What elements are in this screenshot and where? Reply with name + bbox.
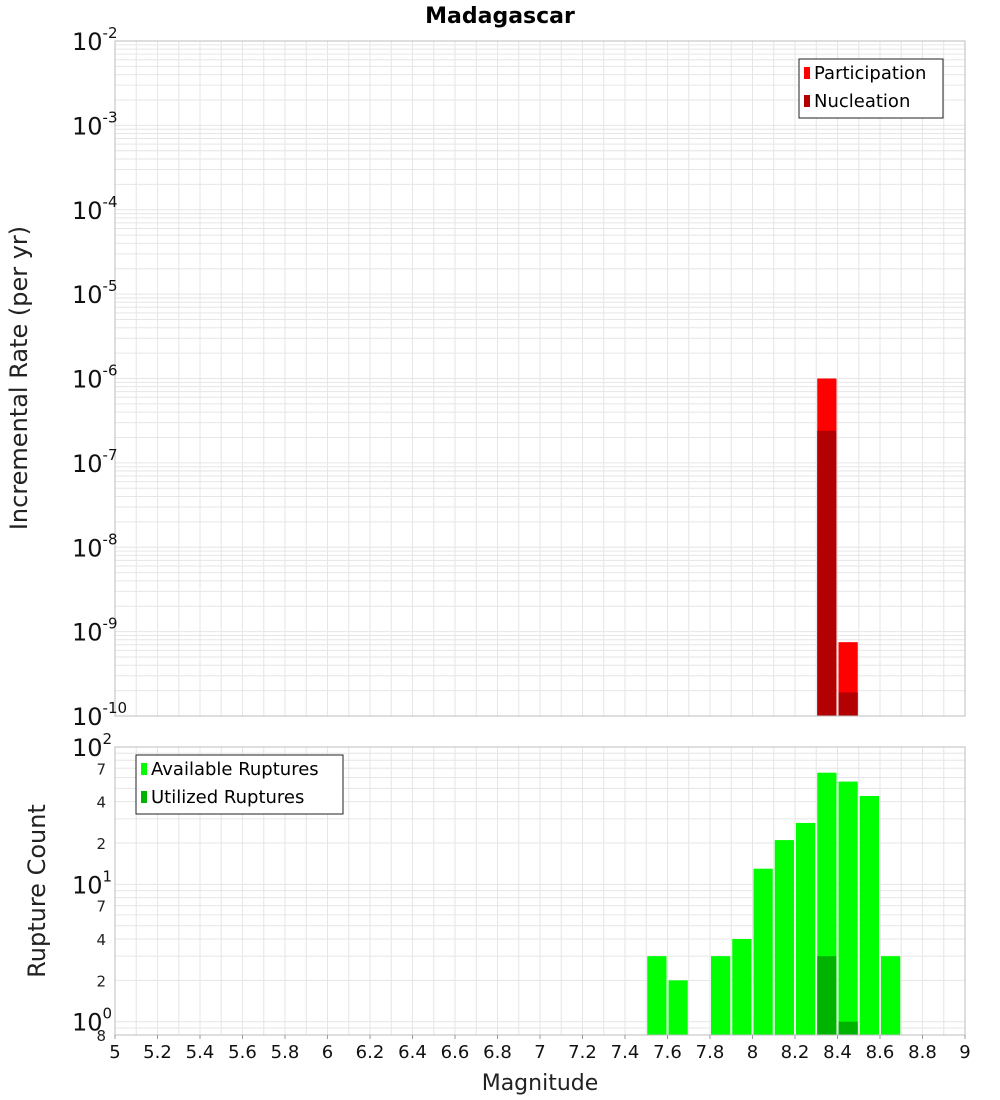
x-tick-label: 7.8 — [696, 1042, 725, 1063]
y-tick-label: 10-8 — [72, 530, 118, 562]
bar-available-ruptures — [796, 822, 816, 1035]
y-tick-label: 10-7 — [72, 446, 118, 478]
bar-available-ruptures — [774, 840, 794, 1035]
magnitude-x-ticks: 5 5.2 5.4 5.6 5.8 6 6.2 6.4 6.6 6.8 7 7.2 7.4 7.6 7.8 8… — [109, 1035, 971, 1063]
y-minor-tick-label: 2 — [96, 835, 106, 853]
bar-nucleation — [817, 430, 837, 716]
y-tick-label: 100 — [72, 1005, 112, 1037]
y-tick-label: 10-5 — [72, 277, 118, 309]
legend-label: Nucleation — [814, 91, 910, 112]
y-minor-tick-label: 7 — [96, 898, 106, 916]
count-y-ticks: 102 101 100 7 4 2 7 4 2 8 — [72, 730, 112, 1045]
bar-available-ruptures — [711, 956, 731, 1035]
y-tick-label: 102 — [72, 730, 112, 762]
bar-nucleation — [838, 692, 858, 716]
legend-label: Utilized Ruptures — [151, 787, 304, 808]
rate-panel: 10-2 10-3 10-4 10-5 10-6 10-7 10-8 10-9 10-10 In… — [5, 24, 966, 731]
y-tick-label: 10-3 — [72, 108, 118, 140]
x-tick-label: 6.2 — [356, 1042, 385, 1063]
legend-box — [135, 754, 344, 815]
x-tick-label: 6.6 — [441, 1042, 470, 1063]
x-tick-label: 5.8 — [271, 1042, 300, 1063]
count-panel: 102 101 100 7 4 2 7 4 2 8 5 5.2 5.4 5.6 5.8 6 6.2 6.4 6.6… — [23, 730, 971, 1096]
bar-available-ruptures — [732, 939, 752, 1035]
y-minor-tick-label: 8 — [96, 1027, 106, 1045]
count-y-axis-label: Rupture Count — [23, 804, 51, 978]
x-tick-label: 5.6 — [228, 1042, 257, 1063]
legend-box — [798, 58, 944, 119]
x-axis-label: Magnitude — [482, 1071, 599, 1096]
x-tick-label: 5 — [109, 1042, 120, 1063]
x-tick-label: 7.4 — [611, 1042, 640, 1063]
bar-available-ruptures — [838, 781, 858, 1035]
x-tick-label: 7.2 — [568, 1042, 597, 1063]
chart-title: Madagascar — [425, 4, 575, 29]
rate-bars — [817, 378, 858, 716]
x-tick-label: 8.4 — [823, 1042, 852, 1063]
bar-available-ruptures — [753, 868, 773, 1035]
y-minor-tick-label: 2 — [96, 972, 106, 990]
legend-label: Participation — [814, 63, 926, 84]
x-tick-label: 5.2 — [143, 1042, 172, 1063]
y-minor-tick-label: 4 — [96, 794, 106, 812]
count-bars — [647, 772, 901, 1035]
y-tick-label: 10-6 — [72, 362, 118, 394]
bar-available-ruptures — [881, 956, 901, 1035]
legend-swatch — [804, 95, 810, 107]
count-legend: Available Ruptures Utilized Ruptures — [135, 754, 344, 815]
x-tick-label: 8.8 — [908, 1042, 937, 1063]
x-tick-label: 8.6 — [866, 1042, 895, 1063]
legend-label: Available Ruptures — [151, 759, 319, 780]
x-tick-label: 5.4 — [186, 1042, 215, 1063]
x-tick-label: 8 — [747, 1042, 758, 1063]
bar-available-ruptures — [859, 795, 879, 1035]
x-tick-label: 7.6 — [653, 1042, 682, 1063]
x-tick-label: 8.2 — [781, 1042, 810, 1063]
x-tick-label: 6.8 — [483, 1042, 512, 1063]
y-tick-label: 10-2 — [72, 24, 118, 56]
rate-plot-border — [114, 40, 966, 717]
y-tick-label: 10-4 — [72, 193, 118, 225]
rate-y-ticks: 10-2 10-3 10-4 10-5 10-6 10-7 10-8 10-9 10-10 — [72, 24, 127, 731]
legend-swatch — [141, 763, 147, 775]
rate-y-axis-label: Incremental Rate (per yr) — [5, 226, 33, 530]
y-minor-tick-label: 7 — [96, 760, 106, 778]
x-tick-label: 9 — [959, 1042, 970, 1063]
x-tick-label: 6.4 — [398, 1042, 427, 1063]
legend-swatch — [141, 791, 147, 803]
bar-utilized-ruptures — [817, 956, 837, 1035]
bar-available-ruptures — [668, 980, 688, 1035]
x-tick-label: 7 — [534, 1042, 545, 1063]
legend-swatch — [804, 67, 810, 79]
bar-available-ruptures — [647, 956, 667, 1035]
y-minor-tick-label: 4 — [96, 931, 106, 949]
rate-legend: Participation Nucleation — [798, 58, 944, 119]
y-tick-label: 101 — [72, 867, 112, 899]
bar-utilized-ruptures — [838, 1021, 858, 1035]
y-tick-label: 10-10 — [72, 699, 127, 731]
x-tick-label: 6 — [322, 1042, 333, 1063]
y-tick-label: 10-9 — [72, 615, 118, 647]
rate-gridlines — [114, 40, 966, 717]
